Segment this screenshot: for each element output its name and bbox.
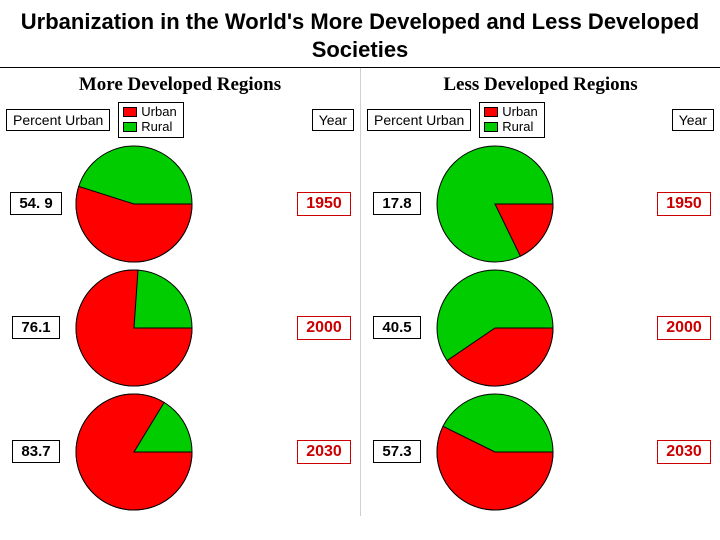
pie-chart (74, 268, 194, 388)
percent-column-label: Percent Urban (367, 109, 471, 131)
percent-value: 57.3 (373, 440, 421, 463)
header-row: Percent Urban Urban Rural Year (6, 102, 354, 138)
data-row: 17.8 1950 (367, 144, 714, 264)
legend-urban-label: Urban (502, 105, 537, 120)
pie-chart (435, 392, 555, 512)
swatch-rural (123, 122, 137, 132)
pie-chart (435, 268, 555, 388)
legend-rural-label: Rural (502, 120, 533, 135)
data-row: 83.7 2030 (6, 392, 354, 512)
percent-value: 40.5 (373, 316, 421, 339)
year-value: 2000 (297, 316, 351, 340)
pie-chart (74, 144, 194, 264)
legend-urban: Urban (484, 105, 537, 120)
legend-rural: Rural (484, 120, 537, 135)
percent-value: 17.8 (373, 192, 421, 215)
region-title: Less Developed Regions (367, 74, 714, 96)
percent-column-label: Percent Urban (6, 109, 110, 131)
swatch-rural (484, 122, 498, 132)
pie-chart (435, 144, 555, 264)
year-column-label: Year (312, 109, 354, 131)
year-value: 2030 (657, 440, 711, 464)
legend: Urban Rural (479, 102, 544, 138)
legend-urban-label: Urban (141, 105, 176, 120)
percent-value: 76.1 (12, 316, 60, 339)
panels-container: More Developed Regions Percent Urban Urb… (0, 68, 720, 516)
legend-rural: Rural (123, 120, 176, 135)
percent-value: 83.7 (12, 440, 60, 463)
year-value: 2030 (297, 440, 351, 464)
year-value: 2000 (657, 316, 711, 340)
year-value: 1950 (657, 192, 711, 216)
panel-more-developed: More Developed Regions Percent Urban Urb… (0, 68, 360, 516)
data-row: 54. 9 1950 (6, 144, 354, 264)
year-column-label: Year (672, 109, 714, 131)
swatch-urban (123, 107, 137, 117)
panel-less-developed: Less Developed Regions Percent Urban Urb… (360, 68, 720, 516)
year-value: 1950 (297, 192, 351, 216)
legend-rural-label: Rural (141, 120, 172, 135)
data-row: 57.3 2030 (367, 392, 714, 512)
header-row: Percent Urban Urban Rural Year (367, 102, 714, 138)
data-row: 76.1 2000 (6, 268, 354, 388)
page-title: Urbanization in the World's More Develop… (0, 0, 720, 68)
legend: Urban Rural (118, 102, 183, 138)
region-title: More Developed Regions (6, 74, 354, 96)
percent-value: 54. 9 (10, 192, 61, 215)
swatch-urban (484, 107, 498, 117)
legend-urban: Urban (123, 105, 176, 120)
data-row: 40.5 2000 (367, 268, 714, 388)
pie-chart (74, 392, 194, 512)
